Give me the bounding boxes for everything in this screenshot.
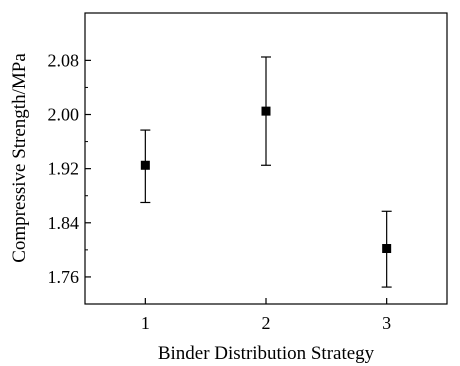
data-point-1	[140, 160, 150, 170]
y-tick-label: 2.00	[48, 105, 80, 125]
x-axis-title: Binder Distribution Strategy	[158, 343, 375, 364]
y-tick-label: 2.08	[48, 50, 80, 70]
y-tick-label: 1.76	[48, 267, 80, 287]
x-tick-label: 2	[262, 313, 271, 333]
y-tick-label: 1.92	[48, 159, 80, 179]
ticks-layer: 1.76 1.84 1.92 2.00 2.08 1 2 3	[48, 50, 392, 333]
x-tick-label: 1	[141, 313, 150, 333]
data-point-2	[261, 106, 271, 116]
x-tick-label: 3	[382, 313, 391, 333]
y-axis-title: Compressive Strength/MPa	[9, 53, 30, 263]
data-point-3	[382, 244, 392, 254]
y-tick-label: 1.84	[48, 213, 80, 233]
marks-layer	[140, 56, 392, 288]
